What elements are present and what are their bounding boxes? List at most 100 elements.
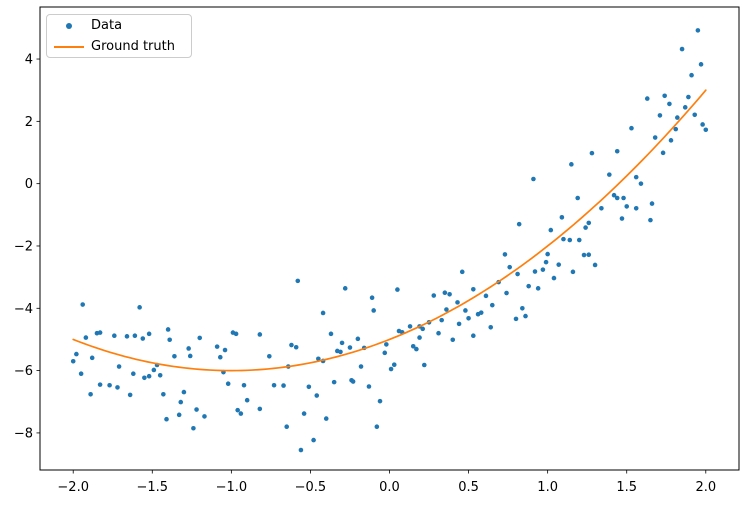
data-point [89,355,95,361]
data-point [371,308,376,313]
y-tick-label: 4 [25,53,33,68]
data-point [686,94,691,100]
scatter-marker-icon [66,22,72,29]
data-point [648,217,653,223]
data-point [682,105,688,110]
data-point [366,384,372,389]
data-point [532,269,538,274]
y-tick-label: −8 [14,426,33,441]
data-point [420,326,426,332]
data-point [342,286,348,291]
data-point [88,391,93,397]
data-point [414,346,419,352]
data-point [673,126,679,132]
data-point [502,252,508,257]
x-tick-label: 0.0 [379,480,400,495]
data-point [657,113,663,118]
data-point [455,300,460,305]
data-point [575,195,580,201]
data-point [520,305,525,311]
data-point [569,162,574,167]
data-point [146,373,152,379]
data-point [350,379,356,384]
data-point [301,411,307,416]
data-point [471,286,476,292]
data-point [257,406,263,412]
x-tick-label: 2.0 [695,480,716,495]
data-point [214,344,220,349]
data-point [80,302,85,307]
data-point [515,271,520,277]
data-point [116,364,122,369]
data-point [267,353,272,359]
data-point [396,328,402,334]
data-point [543,259,549,265]
legend-label-ground-truth: Ground truth [91,38,175,54]
data-point [439,317,444,323]
data-point [463,308,468,313]
data-point [624,204,630,209]
data-point [339,340,345,346]
data-point [316,356,321,362]
data-point [633,205,639,211]
x-tick-label: −2.0 [57,480,89,495]
legend-handle [47,45,91,48]
data-point [238,411,244,416]
data-point [599,205,604,211]
data-point [488,324,494,330]
data-point [176,412,182,418]
data-point [583,225,588,230]
data-point [391,362,397,367]
legend-item-data: Data [47,17,191,35]
data-point [478,310,484,315]
data-point [358,364,364,369]
data-point [142,375,147,381]
data-point [137,305,142,310]
data-point [115,385,120,390]
data-point [667,101,672,107]
data-point [531,176,536,182]
data-point [178,399,184,405]
data-point [107,382,112,388]
ground-truth-curve [72,89,707,372]
data-point [421,362,427,368]
data-point [395,287,400,292]
data-point [298,447,304,453]
data-point [78,371,84,377]
data-point [516,221,522,227]
data-point [545,251,550,257]
data-point [689,72,694,78]
data-point [621,195,626,201]
data-point [157,372,163,378]
data-point [442,290,448,296]
data-point [407,324,413,329]
data-point [202,414,207,419]
data-point [127,392,133,398]
data-point [338,349,343,355]
data-point [607,172,612,177]
data-point [314,393,320,398]
data-point [535,286,541,291]
data-point [581,252,587,258]
data-point [551,275,557,281]
data-point [692,112,698,118]
y-tick-label: 2 [25,115,33,130]
data-point [311,437,316,443]
data-point [589,150,595,156]
data-point [489,302,495,308]
data-point [374,424,380,429]
data-point [131,371,136,377]
data-point [556,262,562,267]
data-point [614,148,620,154]
data-point [507,264,512,270]
legend-item-ground-truth: Ground truth [47,38,191,56]
data-point [540,267,546,272]
data-point [331,379,337,385]
data-point [611,192,617,198]
y-axis: −8 −6 −4 −2 0 2 4 [14,53,40,441]
data-point [703,127,709,133]
data-point [644,96,650,101]
data-point [431,293,437,298]
